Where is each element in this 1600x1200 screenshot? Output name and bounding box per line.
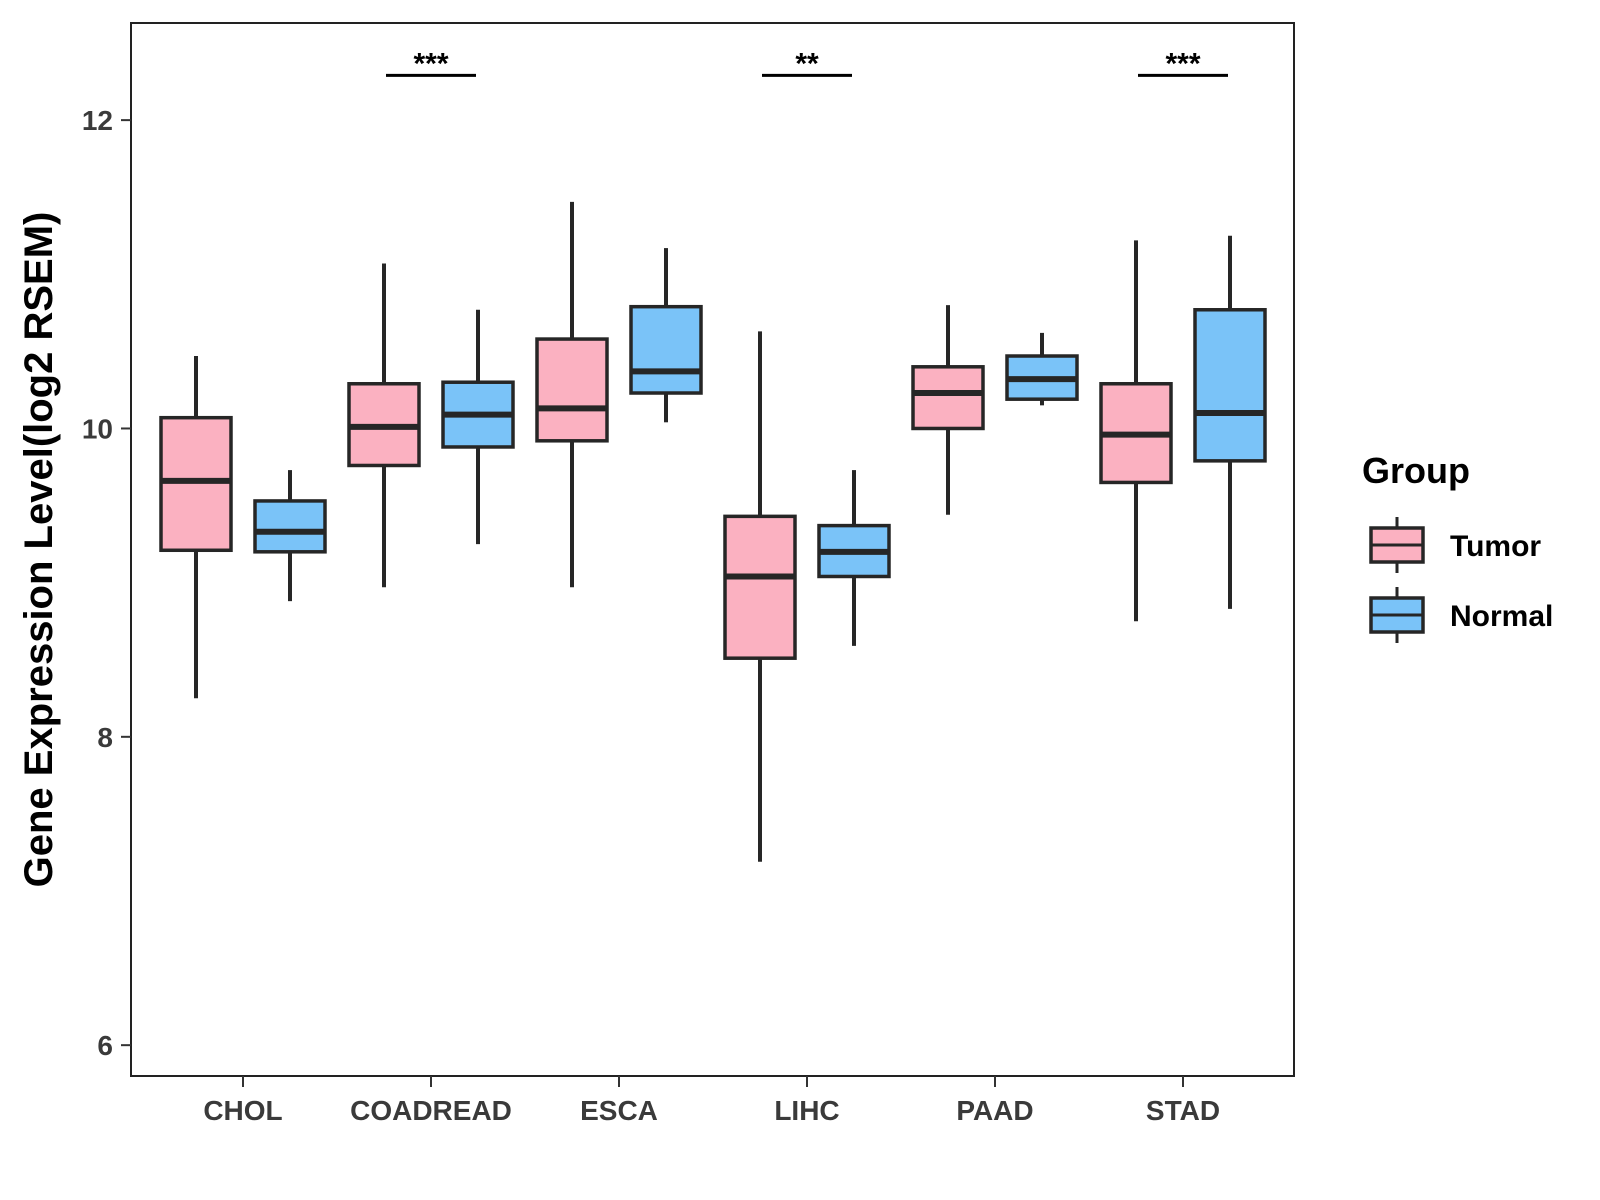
box-tumor-lihc: [723, 331, 797, 862]
y-tick-label: 10: [82, 413, 113, 444]
box-tumor-paad: [911, 305, 985, 515]
x-tick-label: LIHC: [774, 1095, 839, 1126]
plot-panel-border: [130, 22, 1295, 1077]
box-normal-coadread: [441, 309, 515, 545]
x-tick-label: CHOL: [203, 1095, 282, 1126]
x-tick-label: ESCA: [580, 1095, 658, 1126]
box-iqr: [1193, 308, 1267, 463]
box-normal-chol: [253, 470, 327, 602]
box-tumor-chol: [159, 356, 233, 699]
box-tumor-stad: [1099, 240, 1173, 622]
y-tick-label: 8: [97, 722, 113, 753]
y-tick-label: 12: [82, 105, 113, 136]
axes: 6 8 10 12 CHOL COADREAD ESCA LIHC PAAD STAD Gene E…: [17, 22, 1295, 1126]
plot-area: *** ** ***: [159, 47, 1267, 862]
box-iqr: [253, 499, 327, 554]
box-iqr: [723, 514, 797, 660]
significance-label: ***: [1165, 47, 1200, 80]
box-normal-stad: [1193, 235, 1267, 609]
y-axis-title: Gene Expression Level(log2 RSEM): [17, 212, 61, 888]
x-tick-label: COADREAD: [350, 1095, 512, 1126]
box-tumor-esca: [535, 201, 609, 588]
legend-label-tumor: Tumor: [1450, 530, 1541, 563]
box-normal-paad: [1005, 332, 1079, 406]
box-tumor-coadread: [347, 263, 421, 588]
box-normal-esca: [629, 248, 703, 423]
significance-label: ***: [413, 47, 448, 80]
legend-label-normal: Normal: [1450, 600, 1553, 633]
legend: Group Tumor Normal: [1362, 450, 1553, 643]
box-iqr: [159, 415, 233, 553]
legend-title: Group: [1362, 450, 1470, 491]
box-iqr: [535, 337, 609, 443]
significance-label: **: [795, 47, 819, 80]
y-tick-label: 6: [97, 1030, 113, 1061]
x-tick-label: STAD: [1146, 1095, 1220, 1126]
box-iqr: [911, 365, 985, 431]
box-normal-lihc: [817, 470, 891, 646]
x-tick-label: PAAD: [956, 1095, 1033, 1126]
box-iqr: [629, 304, 703, 395]
